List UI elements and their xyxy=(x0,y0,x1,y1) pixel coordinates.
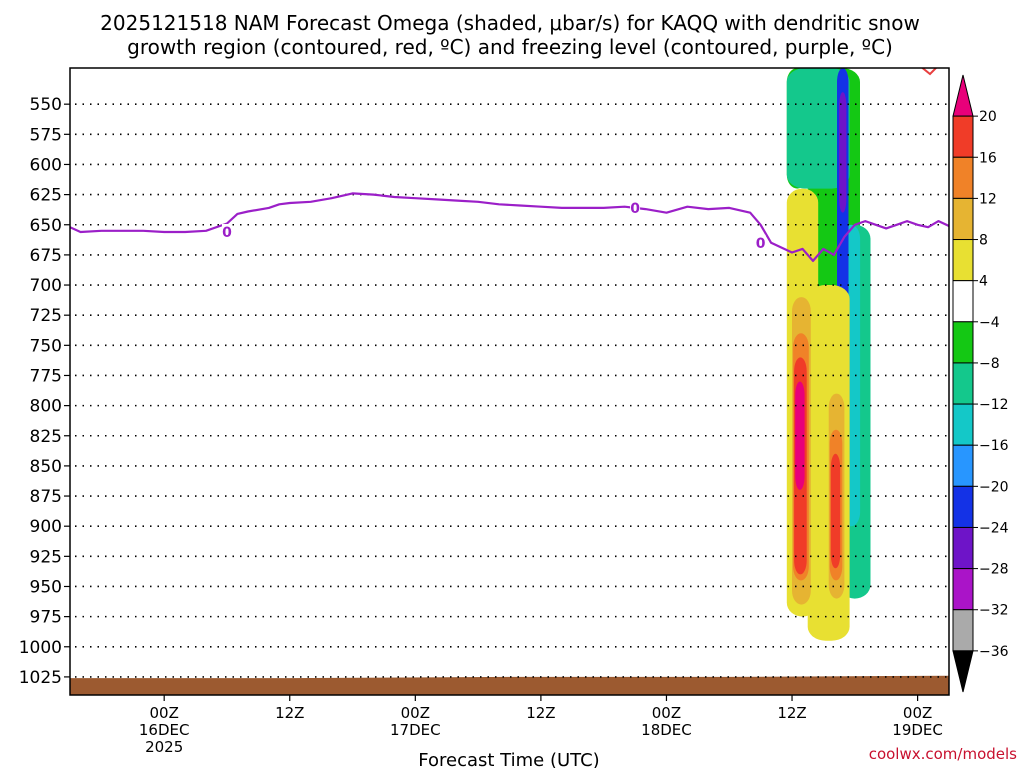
colorbar-label: −24 xyxy=(979,520,1009,536)
x-tick-label: 00Z xyxy=(149,704,178,722)
x-tick-label: 12Z xyxy=(526,704,555,722)
x-tick-label: 2025 xyxy=(145,738,183,756)
colorbar-segment xyxy=(952,115,974,158)
colorbar-segment xyxy=(952,362,974,405)
colorbar-label: 8 xyxy=(979,233,988,249)
colorbar-label: −32 xyxy=(979,603,1009,619)
y-tick-label: 725 xyxy=(30,306,62,326)
x-tick-label: 12Z xyxy=(777,704,806,722)
y-tick-label: 700 xyxy=(30,276,62,296)
colorbar-segment xyxy=(952,321,974,364)
colorbar-label: 16 xyxy=(979,150,997,166)
colorbar-top-triangle xyxy=(952,74,974,117)
y-tick-label: 600 xyxy=(30,155,62,175)
colorbar-label: −12 xyxy=(979,397,1009,413)
colorbar-label: −28 xyxy=(979,562,1009,578)
x-tick-label: 17DEC xyxy=(390,721,441,739)
freezing-level-label: 0 xyxy=(630,201,640,217)
colorbar-segment xyxy=(952,197,974,241)
y-tick-label: 650 xyxy=(30,216,62,236)
y-tick-label: 900 xyxy=(30,517,62,537)
y-tick-label: 1000 xyxy=(19,638,62,658)
omega-region-neg28 xyxy=(839,92,847,213)
x-tick-label: 00Z xyxy=(903,704,932,722)
colorbar-label: −20 xyxy=(979,479,1009,495)
x-tick-label: 00Z xyxy=(401,704,430,722)
contour-label-bg xyxy=(755,234,766,251)
y-tick-label: 675 xyxy=(30,246,62,266)
colorbar-segment xyxy=(952,568,974,611)
contour-label-bg xyxy=(630,199,641,216)
terrain-fill xyxy=(70,675,949,695)
colorbar-segment xyxy=(952,526,974,570)
colorbar-label: −8 xyxy=(979,356,1000,372)
chart-title-line-1: 2025121518 NAM Forecast Omega (shaded, μ… xyxy=(100,11,920,35)
y-axis-ticks: 550 575 600 625 650 675 700 725 750 775 800 825 850 8… xyxy=(19,95,70,688)
y-tick-label: 1025 xyxy=(19,668,62,688)
x-tick-label: 00Z xyxy=(652,704,681,722)
chart-title-line-2: growth region (contoured, red, ºC) and f… xyxy=(127,35,893,59)
plot-frame xyxy=(69,67,950,696)
colorbar-segment xyxy=(952,403,974,446)
y-tick-label: 850 xyxy=(30,457,62,477)
x-tick-label: 18DEC xyxy=(641,721,692,739)
credit-text: coolwx.com/models xyxy=(869,745,1017,763)
freezing-level-contour: 0 0 0 xyxy=(70,192,949,262)
y-tick-label: 925 xyxy=(30,547,62,567)
y-tick-label: 950 xyxy=(30,577,62,597)
y-tick-label: 825 xyxy=(30,427,62,447)
colorbar-label: −16 xyxy=(979,438,1009,454)
colorbar-segment xyxy=(952,156,974,199)
colorbar-label: −36 xyxy=(979,644,1009,660)
colorbar-label: 20 xyxy=(979,109,997,125)
pressure-gridlines xyxy=(75,103,947,678)
omega-region-neg8 xyxy=(786,68,850,189)
freezing-level-label: 0 xyxy=(222,225,232,241)
colorbar-bottom-triangle xyxy=(952,650,974,693)
colorbar-legend: 20 16 12 8 4 −4 −8 −12 −16 −20 −24 −28 −32 −36 xyxy=(952,74,1009,693)
x-axis-label: Forecast Time (UTC) xyxy=(418,750,599,768)
freezing-level-line xyxy=(70,192,949,262)
y-tick-label: 750 xyxy=(30,336,62,356)
y-tick-label: 575 xyxy=(30,125,62,145)
colorbar-segment xyxy=(952,239,974,282)
colorbar-segment xyxy=(952,609,974,652)
y-tick-label: 975 xyxy=(30,608,62,628)
y-tick-label: 875 xyxy=(30,487,62,507)
contour-label-bg xyxy=(221,223,232,240)
x-tick-label: 19DEC xyxy=(892,721,943,739)
colorbar-segment xyxy=(952,444,974,487)
x-tick-label: 16DEC xyxy=(139,721,190,739)
omega-region-20 xyxy=(795,381,805,490)
freezing-level-label: 0 xyxy=(756,236,766,252)
colorbar-label: 4 xyxy=(979,274,988,290)
x-tick-label: 12Z xyxy=(275,704,304,722)
y-tick-label: 775 xyxy=(30,366,62,386)
y-tick-label: 800 xyxy=(30,397,62,417)
colorbar-segment xyxy=(952,280,974,323)
colorbar-label: −4 xyxy=(979,315,1000,331)
y-tick-label: 625 xyxy=(30,186,62,206)
terrain-shape xyxy=(70,675,949,695)
y-tick-label: 550 xyxy=(30,95,62,115)
colorbar-label: 12 xyxy=(979,191,997,207)
omega-shading xyxy=(786,68,871,641)
omega-region-16 xyxy=(830,453,841,569)
colorbar-segment xyxy=(952,485,974,528)
